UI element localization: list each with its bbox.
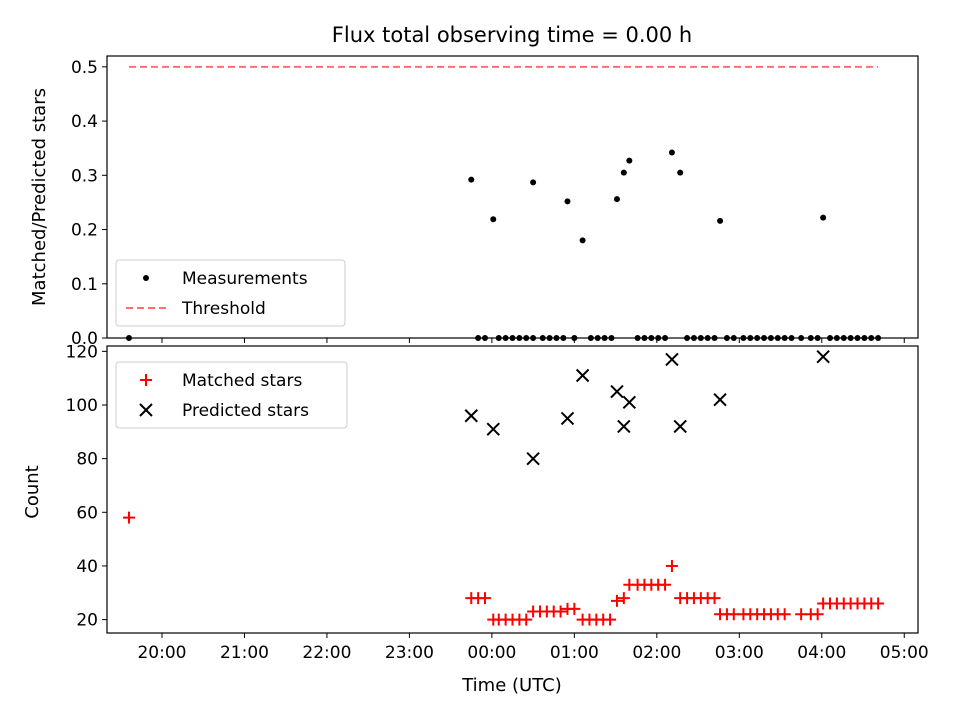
bottom-legend: Matched stars Predicted stars bbox=[115, 361, 348, 429]
data-point bbox=[665, 559, 678, 572]
legend-label: Predicted stars bbox=[182, 401, 309, 421]
data-point bbox=[708, 592, 721, 605]
data-point bbox=[617, 592, 630, 605]
legend-label: Threshold bbox=[181, 299, 266, 319]
y-tick-label: 0.4 bbox=[71, 112, 98, 132]
y-tick-label: 120 bbox=[66, 342, 98, 362]
y-tick-label: 40 bbox=[76, 557, 98, 577]
x-tick-label: 03:00 bbox=[715, 643, 764, 663]
x-tick-label: 01:00 bbox=[550, 643, 599, 663]
data-point bbox=[717, 217, 724, 224]
data-point bbox=[626, 157, 633, 164]
data-point bbox=[713, 392, 727, 407]
legend-marker bbox=[139, 403, 153, 417]
data-point bbox=[659, 578, 672, 591]
legend-label: Measurements bbox=[182, 269, 308, 289]
x-tick-label: 23:00 bbox=[385, 643, 434, 663]
bottom-y-axis-label: Count bbox=[22, 465, 43, 518]
x-tick-label: 00:00 bbox=[467, 643, 516, 663]
x-tick-label: 21:00 bbox=[220, 643, 269, 663]
data-point bbox=[490, 216, 497, 223]
data-point bbox=[530, 179, 537, 186]
data-point bbox=[610, 594, 623, 607]
top-plot-frame bbox=[106, 55, 919, 339]
data-point bbox=[122, 511, 135, 524]
data-point bbox=[668, 149, 675, 156]
data-point bbox=[665, 352, 679, 367]
data-point bbox=[564, 198, 571, 205]
x-tick-label: 04:00 bbox=[797, 643, 846, 663]
y-tick-label: 100 bbox=[66, 396, 98, 416]
legend-marker bbox=[143, 275, 149, 281]
data-point bbox=[811, 608, 824, 621]
data-point bbox=[610, 384, 624, 399]
x-tick-label: 20:00 bbox=[137, 643, 186, 663]
x-axis-label: Time (UTC) bbox=[461, 675, 562, 696]
count-plot: 20 40 60 80 100 120 20:00 21:00 22:00 23:00 00:00 0… bbox=[66, 342, 929, 663]
data-point bbox=[617, 419, 631, 434]
data-point bbox=[677, 169, 684, 176]
data-point bbox=[622, 395, 637, 410]
data-point bbox=[613, 196, 620, 203]
x-tick-label: 05:00 bbox=[880, 643, 929, 663]
predicted-stars-series bbox=[464, 350, 830, 466]
legend-frame bbox=[115, 259, 346, 327]
bottom-plot-frame bbox=[106, 345, 919, 634]
legend-label: Matched stars bbox=[182, 371, 302, 391]
data-point bbox=[468, 176, 475, 183]
matched-stars-series bbox=[122, 511, 885, 626]
y-tick-label: 0.0 bbox=[71, 329, 98, 349]
data-point bbox=[620, 169, 627, 176]
data-point bbox=[568, 602, 581, 615]
y-tick-label: 0.1 bbox=[71, 275, 98, 295]
data-point bbox=[575, 368, 590, 383]
x-tick-label: 22:00 bbox=[302, 643, 351, 663]
top-y-axis-label: Matched/Predicted stars bbox=[29, 88, 50, 306]
data-point bbox=[673, 419, 687, 434]
chart-title: Flux total observing time = 0.00 h bbox=[332, 23, 692, 47]
legend-marker bbox=[140, 374, 152, 386]
data-point bbox=[486, 422, 500, 436]
data-point bbox=[526, 451, 540, 466]
y-tick-label: 20 bbox=[76, 611, 98, 631]
data-point bbox=[579, 237, 586, 244]
data-point bbox=[816, 350, 830, 364]
top-legend: Measurements Threshold bbox=[115, 259, 346, 327]
y-tick-label: 0.5 bbox=[71, 58, 98, 78]
data-point bbox=[872, 597, 885, 610]
y-tick-label: 80 bbox=[76, 450, 98, 470]
data-point bbox=[464, 409, 478, 423]
data-point bbox=[554, 605, 567, 618]
y-tick-label: 0.2 bbox=[71, 221, 98, 241]
data-point bbox=[520, 613, 533, 626]
data-point bbox=[778, 608, 791, 621]
ratio-plot: 0.0 0.1 0.2 0.3 0.4 0.5 bbox=[71, 55, 919, 349]
data-point bbox=[560, 411, 575, 426]
x-tick-label: 02:00 bbox=[632, 643, 681, 663]
data-point bbox=[604, 613, 617, 626]
y-tick-label: 0.3 bbox=[71, 166, 98, 186]
data-point bbox=[479, 592, 492, 605]
data-point bbox=[820, 214, 827, 221]
y-tick-label: 60 bbox=[76, 503, 98, 523]
legend-frame bbox=[115, 361, 348, 429]
